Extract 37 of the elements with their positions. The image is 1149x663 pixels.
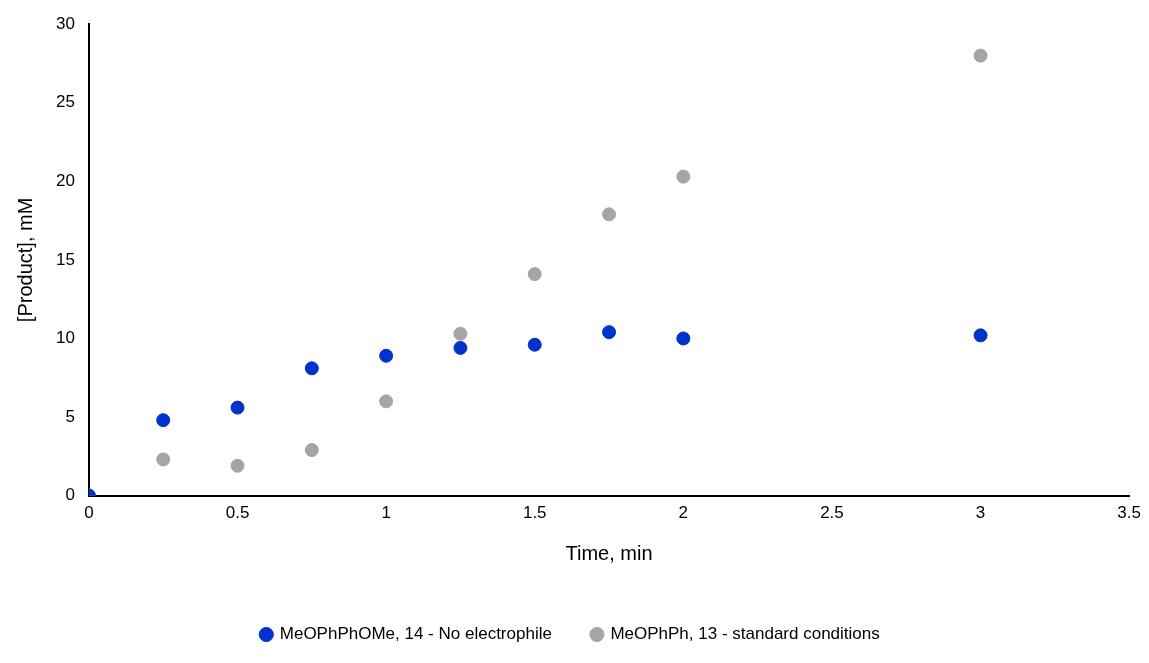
point	[527, 337, 542, 352]
x-axis-title: Time, min	[565, 541, 653, 564]
x-tick-label: 0	[84, 503, 94, 523]
x-tick-label: 0.5	[225, 503, 250, 523]
point	[602, 325, 617, 340]
point	[527, 267, 542, 282]
x-tick-label: 3.5	[1117, 503, 1141, 523]
point	[676, 331, 691, 346]
point	[453, 340, 468, 355]
y-tick-label: 15	[55, 249, 75, 269]
point	[156, 413, 171, 428]
y-tick-label: 5	[65, 406, 75, 426]
legend-label: MeOPhPh, 13 - standard conditions	[610, 624, 880, 644]
y-axis-title: [Product], mM	[13, 197, 36, 323]
point	[230, 400, 245, 415]
point	[230, 458, 245, 473]
x-tick-label: 2.5	[820, 503, 844, 523]
y-tick-label: 25	[55, 92, 75, 112]
x-tick-label: 3	[975, 503, 986, 523]
y-tick-label: 10	[55, 328, 75, 348]
x-tick-label: 2	[678, 503, 689, 523]
point	[379, 348, 394, 363]
legend-label: MeOPhPhOMe, 14 - No electrophile	[279, 624, 552, 644]
point	[304, 443, 319, 458]
x-tick-label: 1	[381, 503, 391, 523]
x-tick-label: 1.5	[522, 503, 547, 523]
y-tick-label: 20	[55, 171, 75, 191]
point	[602, 207, 617, 222]
point	[304, 361, 319, 376]
point	[973, 48, 988, 63]
point	[156, 452, 171, 467]
point	[676, 169, 691, 184]
point	[379, 394, 394, 409]
y-tick-label: 0	[65, 485, 75, 505]
y-tick-label: 30	[55, 13, 75, 33]
point	[973, 328, 988, 343]
point	[453, 326, 468, 341]
